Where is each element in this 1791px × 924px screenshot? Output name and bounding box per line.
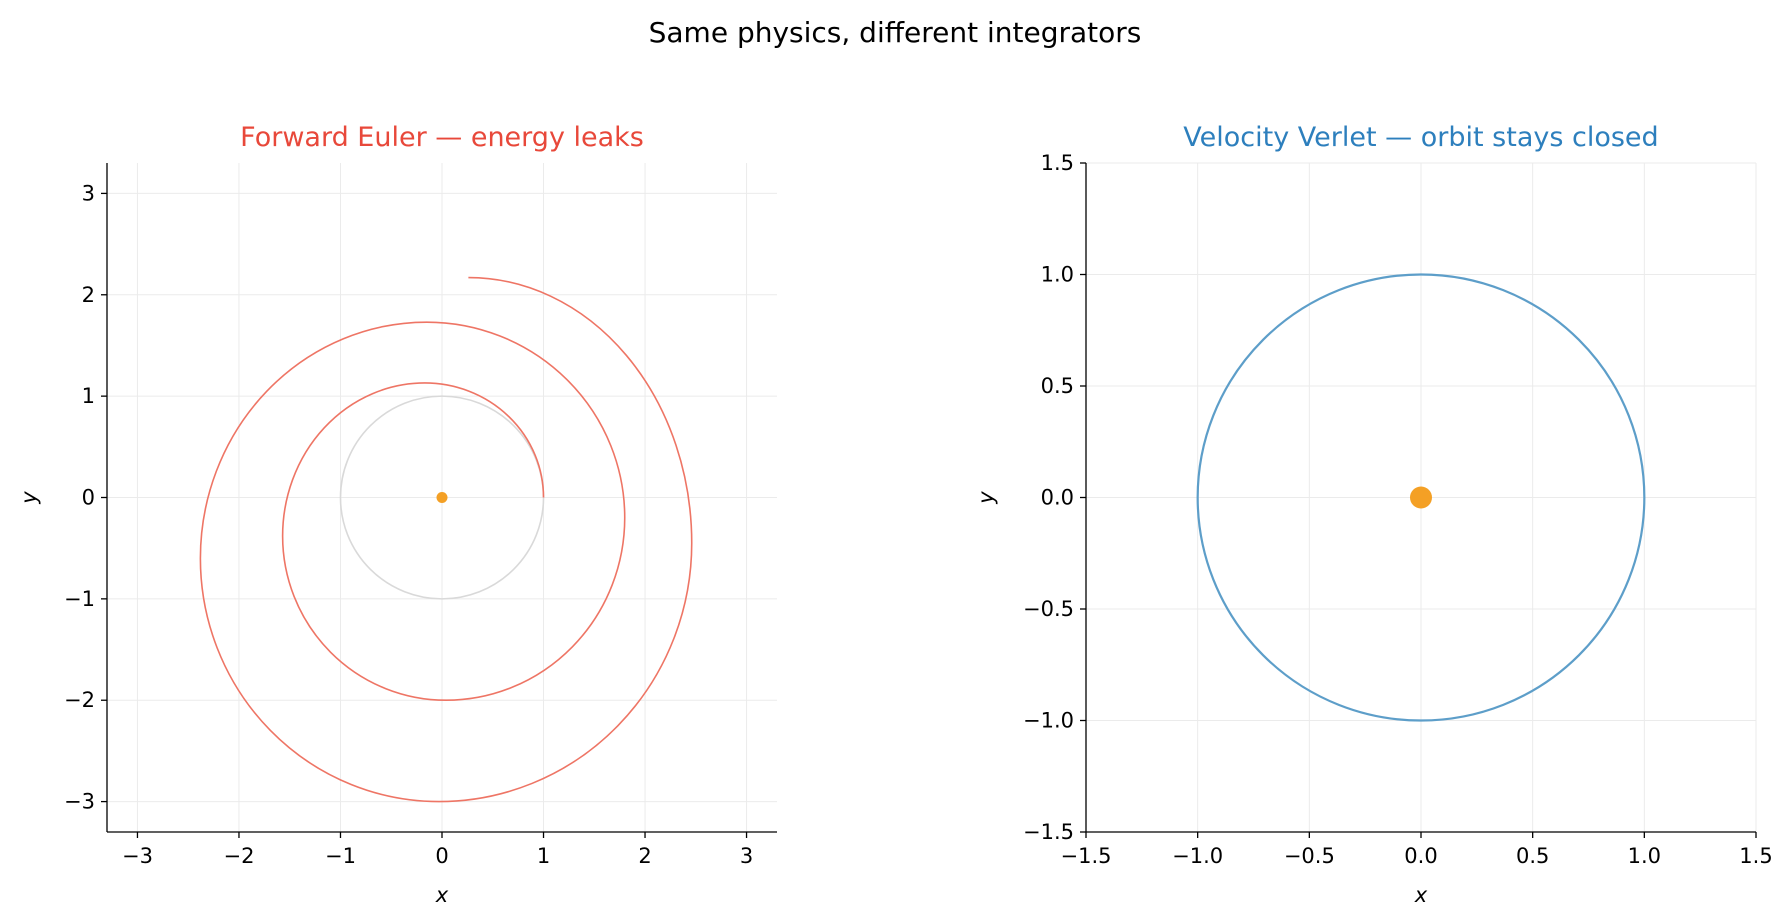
x-tick-label: 0: [435, 844, 448, 868]
x-axis-label: x: [435, 883, 449, 907]
x-tick-label: 0.0: [1404, 844, 1437, 868]
y-tick-label: −0.5: [1023, 597, 1074, 621]
y-tick-label: 0: [82, 486, 95, 510]
central-mass-marker: [436, 492, 448, 503]
y-tick-label: 0.0: [1041, 486, 1074, 510]
x-tick-label: −1: [325, 844, 356, 868]
y-tick-label: −1.5: [1023, 820, 1074, 844]
panel-title: Forward Euler — energy leaks: [240, 122, 644, 153]
central-mass-marker: [1410, 486, 1432, 509]
y-tick-label: 2: [82, 283, 95, 307]
figure-suptitle: Same physics, different integrators: [649, 16, 1142, 49]
panel-title: Velocity Verlet — orbit stays closed: [1183, 122, 1658, 153]
y-axis-label: y: [974, 491, 998, 505]
x-tick-label: −2: [223, 844, 254, 868]
y-tick-label: −3: [64, 790, 95, 814]
y-tick-label: 1.0: [1041, 263, 1074, 287]
x-tick-label: 0.5: [1516, 844, 1549, 868]
y-tick-label: 0.5: [1041, 374, 1074, 398]
y-tick-label: −2: [64, 688, 95, 712]
y-axis-label: y: [17, 491, 41, 505]
x-tick-label: 1.0: [1628, 844, 1661, 868]
y-tick-label: −1.0: [1023, 709, 1074, 733]
x-tick-label: −0.5: [1284, 844, 1335, 868]
closed-orbit-line: [1196, 273, 1646, 722]
spiral-trajectory-line: [199, 276, 693, 803]
y-tick-label: −1: [64, 587, 95, 611]
x-axis-label: x: [1414, 883, 1428, 907]
x-tick-label: 1: [537, 844, 550, 868]
x-tick-label: 1.5: [1739, 844, 1772, 868]
y-tick-label: 3: [82, 181, 95, 205]
panel-2: −1.5 −1.0 −0.5 0.0 0.5 1.0 1.5 −1.5 −1.0 −0.5 0.0 0…: [974, 122, 1773, 907]
x-tick-label: −3: [122, 844, 153, 868]
x-tick-label: −1.0: [1172, 844, 1223, 868]
x-tick-label: −1.5: [1061, 844, 1112, 868]
x-tick-label: 2: [638, 844, 651, 868]
y-tick-label: 1.5: [1041, 151, 1074, 175]
x-tick-label: 3: [740, 844, 753, 868]
y-tick-label: 1: [82, 384, 95, 408]
panel-1: −3 −2 −1 0 1 2 3 −3 −2 −1 0 1 2 3 x y Forward Euler — en…: [17, 122, 777, 907]
